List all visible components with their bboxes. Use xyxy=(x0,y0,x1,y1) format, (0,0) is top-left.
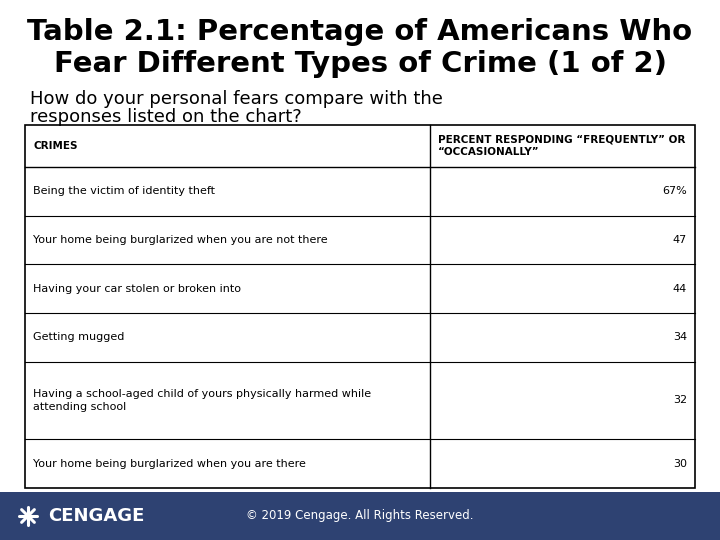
Text: Being the victim of identity theft: Being the victim of identity theft xyxy=(33,186,215,197)
Text: How do your personal fears compare with the: How do your personal fears compare with … xyxy=(30,90,443,108)
Text: Your home being burglarized when you are there: Your home being burglarized when you are… xyxy=(33,458,306,469)
Text: PERCENT RESPONDING “FREQUENTLY” OR
“OCCASIONALLY”: PERCENT RESPONDING “FREQUENTLY” OR “OCCA… xyxy=(438,134,685,157)
Text: CRIMES: CRIMES xyxy=(33,141,78,151)
Text: CENGAGE: CENGAGE xyxy=(48,507,145,525)
Text: 44: 44 xyxy=(672,284,687,294)
Text: Fear Different Types of Crime (1 of 2): Fear Different Types of Crime (1 of 2) xyxy=(53,50,667,78)
Text: 34: 34 xyxy=(673,332,687,342)
Text: 32: 32 xyxy=(673,395,687,406)
Text: © 2019 Cengage. All Rights Reserved.: © 2019 Cengage. All Rights Reserved. xyxy=(246,510,474,523)
Text: Having your car stolen or broken into: Having your car stolen or broken into xyxy=(33,284,241,294)
Text: Getting mugged: Getting mugged xyxy=(33,332,125,342)
Text: 30: 30 xyxy=(673,458,687,469)
Text: 67%: 67% xyxy=(662,186,687,197)
Bar xyxy=(0,492,720,540)
Text: Having a school-aged child of yours physically harmed while
attending school: Having a school-aged child of yours phys… xyxy=(33,389,371,411)
Text: Your home being burglarized when you are not there: Your home being burglarized when you are… xyxy=(33,235,328,245)
Bar xyxy=(25,125,695,488)
Text: responses listed on the chart?: responses listed on the chart? xyxy=(30,108,302,126)
Text: Table 2.1: Percentage of Americans Who: Table 2.1: Percentage of Americans Who xyxy=(27,18,693,46)
Text: 47: 47 xyxy=(672,235,687,245)
